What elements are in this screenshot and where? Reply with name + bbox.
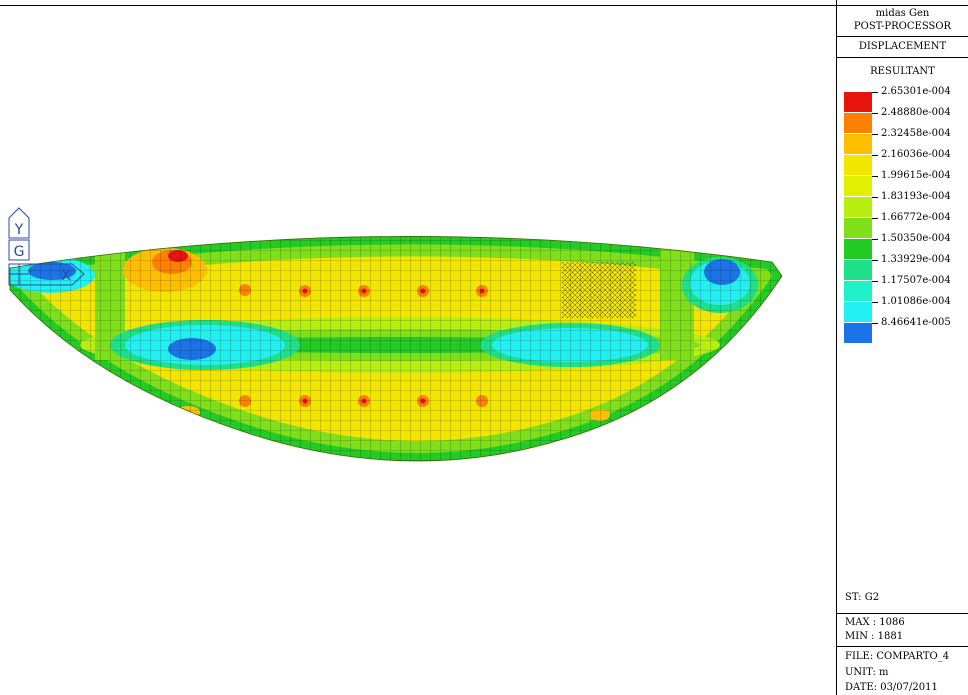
legend-row: 1.99615e-004 bbox=[844, 170, 968, 196]
unit-label: UNIT: m bbox=[845, 667, 889, 678]
legend-row: 8.46641e-005 bbox=[844, 317, 968, 343]
legend-value: 1.01086e-004 bbox=[881, 296, 951, 307]
legend-row: 1.66772e-004 bbox=[844, 212, 968, 238]
legend-value: 2.16036e-004 bbox=[881, 149, 951, 160]
slab-contours bbox=[10, 236, 782, 461]
legend-value: 1.50350e-004 bbox=[881, 233, 951, 244]
legend-value: 1.83193e-004 bbox=[881, 191, 951, 202]
legend-row: 1.17507e-004 bbox=[844, 275, 968, 301]
legend-swatch bbox=[844, 197, 872, 217]
legend-tick bbox=[872, 260, 878, 261]
legend-tick bbox=[872, 281, 878, 282]
legend-row: 2.32458e-004 bbox=[844, 128, 968, 154]
contour-plot: Y G X bbox=[8, 207, 783, 462]
stage-label: ST: G2 bbox=[845, 592, 880, 603]
global-axis-icon bbox=[8, 207, 85, 286]
legend-value: 1.66772e-004 bbox=[881, 212, 951, 223]
legend-tick bbox=[872, 92, 878, 93]
divider-line bbox=[837, 646, 968, 647]
legend-row: 1.01086e-004 bbox=[844, 296, 968, 322]
max-node: MAX : 1086 bbox=[845, 617, 905, 628]
module-name: POST-PROCESSOR bbox=[853, 21, 952, 32]
divider-line bbox=[837, 57, 968, 58]
panel-divider bbox=[836, 0, 837, 695]
legend-swatch bbox=[844, 239, 872, 259]
legend-value: 8.46641e-005 bbox=[881, 317, 951, 328]
legend-row: 1.83193e-004 bbox=[844, 191, 968, 217]
legend-swatch bbox=[844, 176, 872, 196]
legend-swatch bbox=[844, 113, 872, 133]
legend-swatch bbox=[844, 281, 872, 301]
result-component: RESULTANT bbox=[870, 66, 935, 77]
program-name: midas Gen bbox=[875, 8, 930, 19]
min-node: MIN : 1881 bbox=[845, 631, 904, 642]
legend-value: 2.65301e-004 bbox=[881, 86, 951, 97]
legend-tick bbox=[872, 218, 878, 219]
legend-swatch bbox=[844, 155, 872, 175]
legend-value: 2.32458e-004 bbox=[881, 128, 951, 139]
legend-tick bbox=[872, 323, 878, 324]
legend-value: 1.33929e-004 bbox=[881, 254, 951, 265]
legend-tick bbox=[872, 197, 878, 198]
legend-row: 1.33929e-004 bbox=[844, 254, 968, 280]
legend-row: 1.50350e-004 bbox=[844, 233, 968, 259]
axis-y-label: Y bbox=[14, 222, 24, 238]
legend-swatch bbox=[844, 302, 872, 322]
legend-tick bbox=[872, 176, 878, 177]
legend-row: 2.65301e-004 bbox=[844, 86, 968, 112]
legend-tick bbox=[872, 155, 878, 156]
axis-g-label: G bbox=[14, 244, 25, 260]
legend-value: 1.17507e-004 bbox=[881, 275, 951, 286]
file-name: FILE: COMPARTO_4 bbox=[845, 651, 950, 662]
legend-tick bbox=[872, 134, 878, 135]
legend-swatch bbox=[844, 92, 872, 112]
legend-swatch bbox=[844, 323, 872, 343]
model-viewport[interactable]: Y G X bbox=[0, 0, 836, 695]
legend-value: 1.99615e-004 bbox=[881, 170, 951, 181]
date-label: DATE: 03/07/2011 bbox=[845, 682, 938, 693]
legend-tick bbox=[872, 302, 878, 303]
legend-value: 2.48880e-004 bbox=[881, 107, 951, 118]
legend-row: 2.16036e-004 bbox=[844, 149, 968, 175]
legend-swatch bbox=[844, 218, 872, 238]
axis-x-label: X bbox=[61, 268, 71, 284]
legend-tick bbox=[872, 239, 878, 240]
legend-swatch bbox=[844, 260, 872, 280]
result-type: DISPLACEMENT bbox=[858, 41, 947, 52]
top-border bbox=[0, 5, 968, 6]
legend-tick bbox=[872, 113, 878, 114]
legend-swatch bbox=[844, 134, 872, 154]
legend-panel: midas Gen POST-PROCESSOR DISPLACEMENT RE… bbox=[837, 6, 968, 695]
divider-line bbox=[837, 36, 968, 37]
divider-line bbox=[837, 613, 968, 614]
legend-row: 2.48880e-004 bbox=[844, 107, 968, 133]
